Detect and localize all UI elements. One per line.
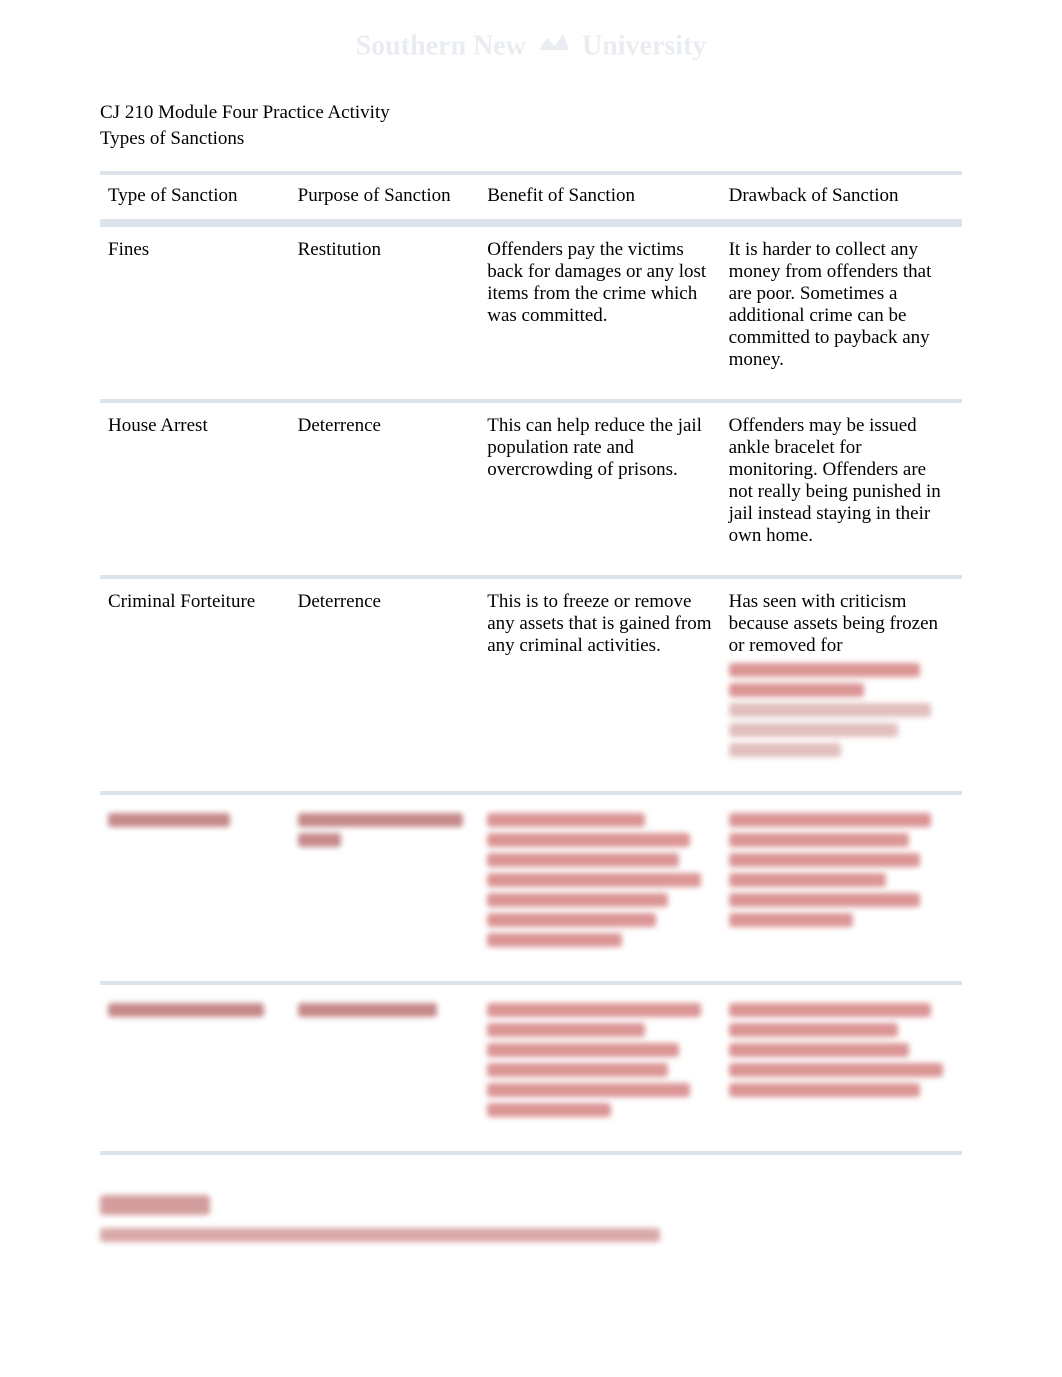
blurred-text [298,813,472,847]
col-header-type: Type of Sanction [100,171,290,223]
references-heading-blurred [100,1195,210,1215]
cell-benefit: This is to freeze or remove any assets t… [479,575,720,791]
col-header-purpose: Purpose of Sanction [290,171,480,223]
table-row: Fines Restitution Offenders pay the vict… [100,223,962,399]
cell-drawback: Has seen with criticism because assets b… [721,575,962,791]
cell-type: House Arrest [100,399,290,575]
blurred-text [108,813,282,827]
cell-type-blurred [100,981,290,1155]
cell-benefit: This can help reduce the jail population… [479,399,720,575]
cell-drawback: Offenders may be issued ankle bracelet f… [721,399,962,575]
assignment-subtitle: Types of Sanctions [100,126,962,152]
page: CJ 210 Module Four Practice Activity Typ… [0,0,1062,1282]
cell-purpose-blurred [290,981,480,1155]
col-header-benefit: Benefit of Sanction [479,171,720,223]
course-title: CJ 210 Module Four Practice Activity [100,100,962,126]
col-header-drawback: Drawback of Sanction [721,171,962,223]
table-row [100,791,962,981]
table-row: Criminal Forteiture Deterrence This is t… [100,575,962,791]
cell-drawback-blurred [721,981,962,1155]
cell-purpose: Deterrence [290,399,480,575]
references-section [100,1195,962,1242]
blurred-text [298,1003,472,1017]
blurred-text [729,1003,954,1097]
cell-benefit-blurred [479,791,720,981]
cell-benefit: Offenders pay the victims back for damag… [479,223,720,399]
blurred-text [108,1003,282,1017]
cell-type: Fines [100,223,290,399]
cell-type-blurred [100,791,290,981]
table-header-row: Type of Sanction Purpose of Sanction Ben… [100,171,962,223]
assignment-header: CJ 210 Module Four Practice Activity Typ… [100,100,962,151]
cell-purpose: Restitution [290,223,480,399]
blurred-text [487,813,712,947]
table-row: House Arrest Deterrence This can help re… [100,399,962,575]
blurred-text [487,1003,712,1117]
sanctions-table: Type of Sanction Purpose of Sanction Ben… [100,171,962,1155]
cell-drawback-visible: Has seen with criticism because assets b… [729,591,938,656]
cell-purpose: Deterrence [290,575,480,791]
table-row [100,981,962,1155]
cell-benefit-blurred [479,981,720,1155]
blurred-text [729,663,954,757]
cell-drawback: It is harder to collect any money from o… [721,223,962,399]
cell-purpose-blurred [290,791,480,981]
blurred-text [729,813,954,927]
cell-type: Criminal Forteiture [100,575,290,791]
cell-drawback-blurred [721,791,962,981]
references-line-blurred [100,1228,660,1242]
